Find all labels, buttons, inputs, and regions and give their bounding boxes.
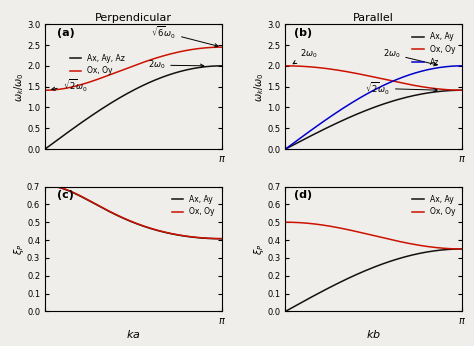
Legend: Ax, Ay, Ox, Oy: Ax, Ay, Ox, Oy [409,192,458,220]
X-axis label: $kb$: $kb$ [366,328,381,340]
Legend: Ax, Ay, Ox, Oy: Ax, Ay, Ox, Oy [169,192,218,220]
Y-axis label: $\xi_P$: $\xi_P$ [11,243,26,255]
Text: $\sqrt{2}\omega_0$: $\sqrt{2}\omega_0$ [365,80,437,97]
Text: $\sqrt{2}\omega_0$: $\sqrt{2}\omega_0$ [52,77,88,93]
Legend: Ax, Ay, Az, Ox, Oy: Ax, Ay, Az, Ox, Oy [66,51,128,79]
X-axis label: $ka$: $ka$ [126,328,141,340]
Y-axis label: $\omega_k / \omega_0$: $\omega_k / \omega_0$ [12,72,26,101]
Text: $2\omega_0$: $2\omega_0$ [293,48,317,64]
Y-axis label: $\xi_P$: $\xi_P$ [252,243,266,255]
Text: (c): (c) [57,190,74,200]
Text: $\sqrt{6}\omega_0$: $\sqrt{6}\omega_0$ [151,24,218,47]
Text: $2\omega_0$: $2\omega_0$ [383,48,437,66]
Text: (b): (b) [294,28,312,38]
Text: (d): (d) [294,190,312,200]
Title: Parallel: Parallel [353,13,394,24]
Y-axis label: $\omega_k / \omega_0$: $\omega_k / \omega_0$ [252,72,266,101]
Text: (a): (a) [57,28,75,38]
Text: $2\omega_0$: $2\omega_0$ [147,59,204,71]
Title: Perpendicular: Perpendicular [95,13,172,24]
Legend: Ax, Ay, Ox, Oy, Az: Ax, Ay, Ox, Oy, Az [409,29,458,70]
